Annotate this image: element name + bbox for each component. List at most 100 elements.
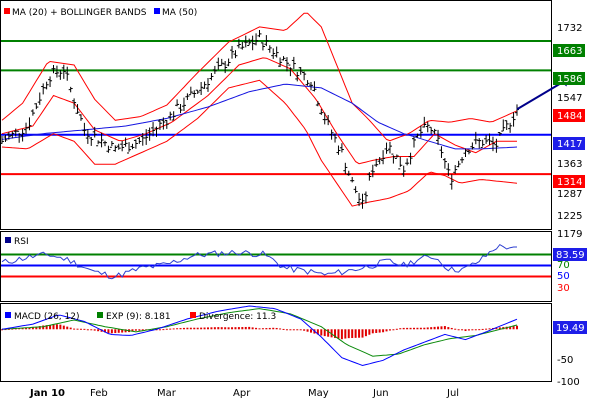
divergence-bar xyxy=(182,327,185,330)
divergence-bar xyxy=(162,329,165,331)
legend-swatch-divergence xyxy=(190,312,196,318)
divergence-bar xyxy=(426,327,429,330)
price-panel xyxy=(0,12,569,209)
divergence-bar xyxy=(69,327,72,330)
level-labels: 1663 1586 1484 1417 1314 xyxy=(553,44,585,188)
divergence-bar xyxy=(368,329,371,335)
legend-ma20-label: MA (20) + BOLLINGER BANDS xyxy=(12,8,147,18)
divergence-bar xyxy=(83,328,86,330)
divergence-bar xyxy=(467,329,470,331)
divergence-bar xyxy=(285,329,288,331)
divergence-bar xyxy=(213,327,216,330)
rsi-current-label-bg xyxy=(553,248,587,261)
current-price-label-bg xyxy=(553,109,585,122)
divergence-bar xyxy=(433,326,436,330)
divergence-bar xyxy=(104,329,106,333)
divergence-bar xyxy=(375,329,378,333)
divergence-bar xyxy=(114,329,117,334)
macd-axis: 19.49 -50 -100 xyxy=(553,321,587,388)
bollinger-upper-line xyxy=(1,12,518,142)
divergence-bar xyxy=(457,329,460,331)
divergence-bar xyxy=(485,328,488,330)
divergence-bar xyxy=(275,327,278,330)
divergence-bar xyxy=(35,326,38,330)
divergence-bar xyxy=(292,329,295,331)
x-tick-label: Jan 10 xyxy=(29,388,65,399)
divergence-bar xyxy=(117,329,120,333)
divergence-bar xyxy=(93,329,96,331)
divergence-bar xyxy=(450,327,453,330)
rsi-panel xyxy=(1,243,551,280)
macd-panel-frame xyxy=(0,303,552,382)
divergence-bar xyxy=(268,327,271,330)
divergence-bar xyxy=(193,327,196,330)
divergence-bar xyxy=(248,326,251,330)
divergence-bar xyxy=(179,328,182,330)
x-tick-label: Apr xyxy=(233,388,251,399)
divergence-bar xyxy=(419,327,422,330)
current-price-label: 1484 xyxy=(557,111,582,122)
divergence-bar xyxy=(7,328,10,330)
divergence-bar xyxy=(399,328,402,330)
divergence-bar xyxy=(66,326,69,330)
divergence-bar xyxy=(258,328,261,330)
divergence-bar xyxy=(25,327,28,330)
divergence-bar xyxy=(55,324,58,330)
price-tick-label: 1732 xyxy=(557,23,582,34)
divergence-bar xyxy=(176,328,179,330)
macd-panel xyxy=(1,305,518,367)
divergence-bar xyxy=(430,327,433,330)
divergence-bar xyxy=(385,329,388,332)
price-tick-label: 1225 xyxy=(557,211,582,222)
divergence-bar xyxy=(200,327,203,330)
divergence-bar xyxy=(42,325,45,330)
divergence-bar xyxy=(121,329,124,333)
x-tick-label: Jul xyxy=(446,388,459,399)
divergence-bar xyxy=(351,329,354,338)
x-tick-label: May xyxy=(308,388,329,399)
rsi-level-label-50: 50 xyxy=(557,271,570,282)
divergence-bar xyxy=(471,329,474,331)
level-label-1314: 1314 xyxy=(557,177,582,188)
price-legend: MA (20) + BOLLINGER BANDS MA (50) xyxy=(4,8,197,18)
level-label-bg xyxy=(553,44,585,57)
level-label-1663: 1663 xyxy=(557,46,582,57)
divergence-bar xyxy=(344,329,347,339)
price-axis: 1732 1547 1363 1287 1225 1179 xyxy=(557,23,582,240)
divergence-bar xyxy=(134,329,137,331)
divergence-bar xyxy=(416,327,419,330)
divergence-bar xyxy=(244,326,247,330)
divergence-bar xyxy=(296,329,299,331)
rsi-level-label-70: 70 xyxy=(557,260,570,271)
legend-rsi-label: RSI xyxy=(14,237,29,247)
divergence-bar xyxy=(265,328,268,330)
price-tick-label: 1547 xyxy=(557,93,582,104)
divergence-bar xyxy=(31,327,34,330)
divergence-bar xyxy=(272,327,275,330)
divergence-bar xyxy=(18,328,21,330)
legend-ma50-label: MA (50) xyxy=(162,8,197,18)
divergence-bar xyxy=(169,328,172,330)
divergence-bar xyxy=(79,328,82,330)
divergence-bar xyxy=(478,329,481,331)
divergence-bar xyxy=(406,327,409,330)
rsi-axis: 83.59 70 50 30 xyxy=(553,248,587,294)
divergence-bar xyxy=(461,329,464,331)
divergence-bar xyxy=(241,327,244,330)
legend-swatch-ma20 xyxy=(4,8,10,14)
divergence-bar xyxy=(361,329,364,338)
divergence-bar xyxy=(371,329,374,334)
divergence-bar xyxy=(358,329,361,338)
divergence-bar xyxy=(90,329,93,331)
divergence-bar xyxy=(1,329,3,331)
divergence-bar xyxy=(279,328,282,330)
price-tick-label: 1363 xyxy=(557,159,582,170)
divergence-bar xyxy=(97,329,100,332)
macd-tick-label: -100 xyxy=(557,377,580,388)
price-tick-label: 1287 xyxy=(557,189,582,200)
divergence-bar xyxy=(255,327,258,330)
divergence-bar xyxy=(354,329,357,338)
x-tick-label: Jun xyxy=(372,388,389,399)
divergence-bar xyxy=(454,328,457,330)
rsi-panel-frame xyxy=(0,231,552,302)
